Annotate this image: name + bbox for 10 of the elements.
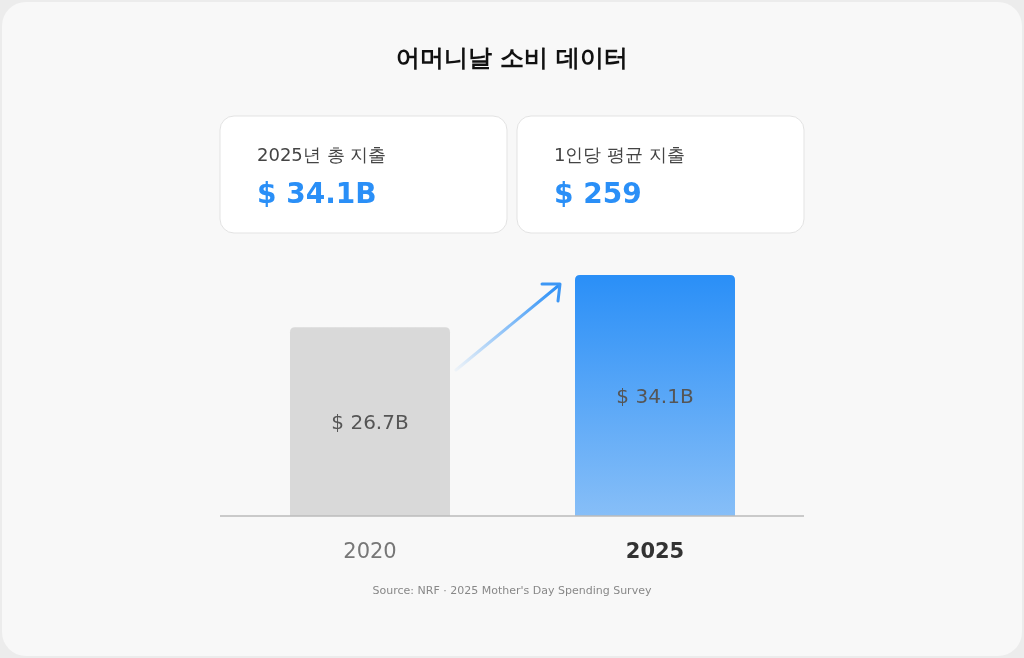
text: $ 34.1B [257,177,377,210]
text: $ 259 [554,177,642,210]
text: 2025년 총 지출 [257,144,387,165]
chart-title: 어머니날 소비 데이터 [395,44,629,72]
x-tick-label: 2025 [625,539,685,563]
text: 1인당 평균 지출 [554,144,685,165]
source-note: Source: NRF · 2025 Mother's Day Spending Survey [372,584,652,597]
data-label: $ 34.1B [616,383,694,408]
x-tick-label: 2020 [343,539,397,563]
data-label: $ 26.7B [331,409,409,434]
